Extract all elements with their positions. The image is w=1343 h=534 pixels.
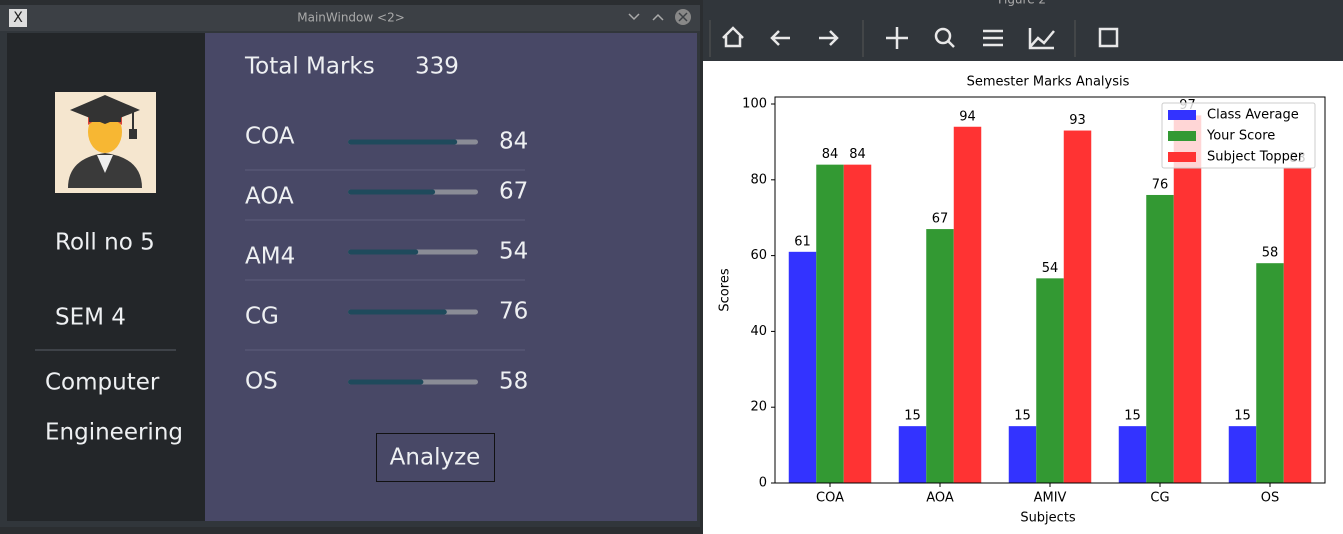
y-axis-label: Scores <box>718 268 733 311</box>
y-tick-label: 100 <box>742 97 767 112</box>
save-button[interactable] <box>1098 27 1119 48</box>
app-icon <box>9 9 27 27</box>
total-value: 339 <box>415 54 459 80</box>
subject-mark: 54 <box>499 239 528 265</box>
toolbar <box>703 0 1343 61</box>
zoom-button[interactable] <box>934 27 952 45</box>
bar-label: 15 <box>904 409 921 424</box>
roll-number: Roll no 5 <box>55 230 155 256</box>
y-tick-label: 20 <box>750 400 767 415</box>
x-tick-label: COA <box>816 491 844 506</box>
bar <box>898 426 927 483</box>
y-tick-label: 60 <box>750 248 767 263</box>
subject-mark: 84 <box>499 129 528 155</box>
subject-mark: 58 <box>499 369 528 395</box>
total-label: Total Marks <box>244 54 375 80</box>
bar-label: 76 <box>1152 177 1169 192</box>
slider-fill <box>348 249 419 255</box>
window-title: Figure 2 <box>998 0 1046 7</box>
subject-mark: 67 <box>499 179 528 205</box>
y-tick-label: 80 <box>750 172 767 187</box>
x-axis-label: Subjects <box>1020 511 1076 526</box>
x-tick-label: OS <box>1261 491 1279 506</box>
window-title: MainWindow <2> <box>297 11 405 25</box>
subject-mark: 76 <box>499 299 528 325</box>
slider-fill <box>348 309 447 315</box>
bar-label: 61 <box>794 234 811 249</box>
edit-button[interactable] <box>1028 28 1055 50</box>
slider-fill <box>348 379 424 385</box>
legend-label: Subject Topper <box>1207 150 1304 165</box>
legend-swatch <box>1168 110 1196 120</box>
zoom-handle <box>947 40 955 48</box>
bar-label: 93 <box>1069 113 1086 128</box>
subject-name: AOA <box>245 184 294 210</box>
bar <box>1118 426 1147 483</box>
bar <box>1173 115 1202 483</box>
y-tick-label: 0 <box>759 476 767 491</box>
bar <box>1008 426 1037 483</box>
x-tick-label: AOA <box>926 491 954 506</box>
branch: Computer <box>45 370 160 396</box>
subject-name: AM4 <box>245 244 295 270</box>
avatar <box>55 92 156 193</box>
bar-label: 84 <box>849 147 866 162</box>
bar <box>1063 130 1092 483</box>
forward-button[interactable] <box>819 30 839 46</box>
bar-label: 84 <box>822 147 839 162</box>
slider-fill <box>348 139 458 145</box>
legend-swatch <box>1168 131 1196 141</box>
maximize-button[interactable] <box>652 13 664 21</box>
button-frame <box>376 433 495 482</box>
bar <box>926 229 954 483</box>
button-label[interactable]: Analyze <box>390 445 481 471</box>
bar <box>816 164 844 484</box>
subject-name: CG <box>245 304 279 330</box>
back-button[interactable] <box>770 30 790 46</box>
legend: Class Average Your Score Subject Topper <box>1161 102 1316 169</box>
bar <box>1228 426 1257 483</box>
legend-swatch <box>1168 152 1196 162</box>
bar <box>1283 168 1312 483</box>
slider-fill <box>348 189 436 195</box>
bar-label: 58 <box>1262 246 1279 261</box>
bar-label: 15 <box>1124 409 1141 424</box>
minimize-button[interactable] <box>628 13 640 21</box>
legend-label: Class Average <box>1207 108 1299 123</box>
bar <box>788 251 817 483</box>
app-icon-glyph: X <box>13 10 23 26</box>
chart-title: Semester Marks Analysis <box>967 75 1130 90</box>
bar <box>843 164 872 484</box>
x-tick-label: AMIV <box>1034 491 1067 506</box>
bar <box>1256 263 1284 483</box>
pan-button[interactable] <box>886 27 908 49</box>
content-panel <box>205 33 697 521</box>
legend-label: Your Score <box>1206 129 1275 144</box>
branch: Engineering <box>45 420 183 446</box>
configure-button[interactable] <box>983 29 1003 47</box>
bar-label: 15 <box>1234 409 1251 424</box>
bar <box>1146 194 1174 484</box>
x-tick-label: CG <box>1150 491 1169 506</box>
analyze-button[interactable]: Analyze <box>376 433 495 482</box>
bar-label: 15 <box>1014 409 1031 424</box>
bar <box>1036 278 1064 483</box>
bar-label: 94 <box>959 109 976 124</box>
subject-name: OS <box>245 369 278 395</box>
axes-frame <box>774 96 1326 484</box>
close-glyph <box>678 12 688 22</box>
bar-label: 54 <box>1042 261 1059 276</box>
bar <box>953 126 982 483</box>
y-tick-label: 40 <box>750 324 767 339</box>
title-bar <box>0 5 700 31</box>
subject-name: COA <box>245 124 295 150</box>
legend-frame <box>1161 102 1316 169</box>
semester: SEM 4 <box>55 305 126 331</box>
home-button[interactable] <box>722 26 744 48</box>
toolbar-icons <box>722 26 1119 50</box>
bar-label: 67 <box>932 212 949 227</box>
